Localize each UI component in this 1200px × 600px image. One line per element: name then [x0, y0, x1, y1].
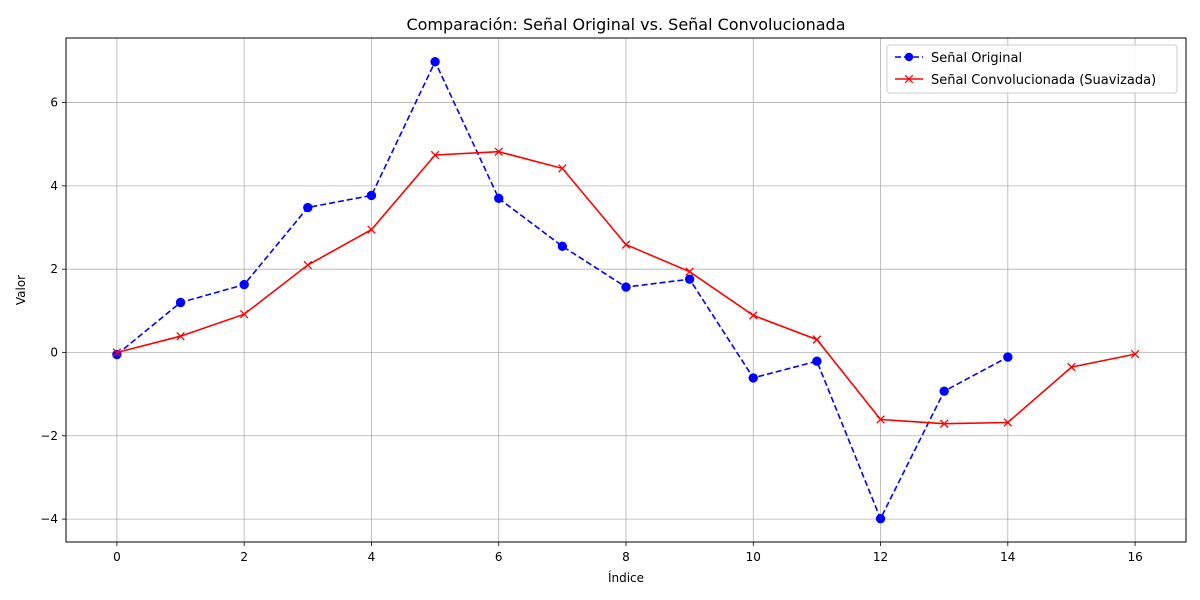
- data-point: [303, 202, 313, 213]
- series-0: [112, 57, 1013, 524]
- x-tick-label: 2: [240, 550, 248, 564]
- legend: Señal Original Señal Convolucionada (Suav…: [886, 44, 1178, 94]
- legend-entry: Señal Original: [895, 51, 1022, 66]
- x-tick-label: 8: [622, 550, 630, 564]
- data-point: [1130, 349, 1140, 359]
- series-line: [116, 59, 1009, 521]
- y-axis-label: Valor: [14, 275, 28, 305]
- data-point: [875, 513, 886, 524]
- x-tick-label: 16: [1127, 550, 1142, 564]
- y-tick-label: 0: [50, 345, 58, 359]
- y-tick-label: 6: [50, 96, 58, 110]
- x-tick-label: 0: [113, 550, 121, 564]
- data-point: [558, 164, 567, 173]
- y-axis-ticks: −4 −2 0 2 4 6: [40, 96, 66, 526]
- data-point: [366, 190, 377, 201]
- data-point: [1003, 418, 1013, 427]
- data-point: [939, 419, 949, 428]
- data-point: [621, 282, 631, 292]
- chart-title: Comparación: Señal Original vs. Señal Co…: [406, 15, 845, 34]
- data-point: [748, 373, 758, 383]
- data-point: [303, 260, 313, 270]
- data-point: [1067, 362, 1076, 372]
- data-point: [239, 279, 249, 290]
- data-point: [494, 193, 504, 204]
- x-axis-ticks: 0 2 4 6 8 10 12 14 16: [113, 542, 1143, 564]
- data-point: [430, 57, 440, 67]
- data-point: [685, 267, 694, 276]
- data-point: [749, 311, 758, 320]
- data-point: [621, 240, 631, 249]
- data-point: [239, 309, 249, 319]
- legend-marker: [904, 74, 914, 84]
- y-tick-label: −4: [40, 512, 58, 526]
- y-tick-label: −2: [40, 429, 58, 443]
- legend-marker: [904, 52, 914, 62]
- data-point: [684, 274, 695, 284]
- data-point: [812, 335, 822, 344]
- legend-label: Señal Original: [931, 51, 1022, 66]
- data-point: [939, 386, 949, 396]
- x-axis-label: Índice: [608, 570, 644, 585]
- data-point: [494, 147, 503, 156]
- data-point: [876, 415, 885, 424]
- legend-label: Señal Convolucionada (Suavizada): [931, 73, 1156, 88]
- data-point: [430, 150, 440, 160]
- data-point: [112, 348, 122, 357]
- grid: [66, 38, 1186, 542]
- x-tick-label: 10: [746, 550, 761, 564]
- data-point: [812, 356, 822, 366]
- data-point: [367, 225, 376, 234]
- series-layer: [112, 57, 1140, 524]
- legend-entry: Señal Convolucionada (Suavizada): [895, 73, 1156, 88]
- data-point: [1003, 352, 1013, 362]
- legend-box: [886, 44, 1178, 94]
- data-point: [557, 241, 568, 251]
- y-tick-label: 2: [50, 262, 58, 276]
- series-1: [112, 147, 1140, 428]
- data-point: [175, 297, 186, 308]
- x-tick-label: 6: [495, 550, 503, 564]
- y-tick-label: 4: [50, 179, 58, 193]
- x-tick-label: 12: [873, 550, 888, 564]
- x-tick-label: 14: [1000, 550, 1015, 564]
- data-point: [176, 331, 185, 341]
- x-tick-label: 4: [368, 550, 376, 564]
